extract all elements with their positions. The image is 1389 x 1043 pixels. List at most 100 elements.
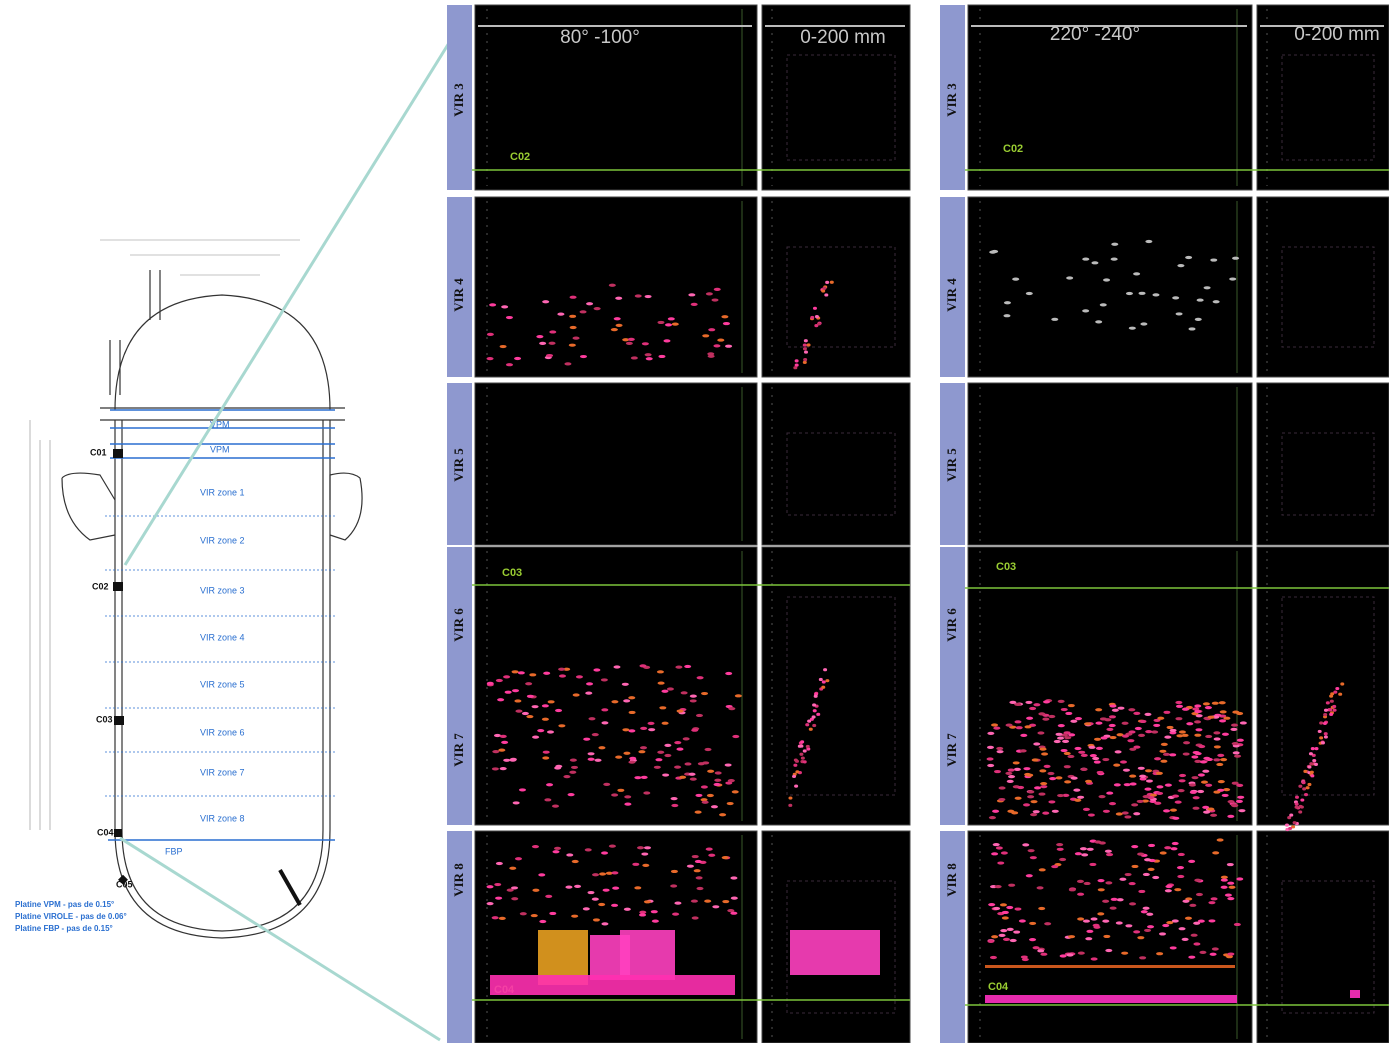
echo-dot <box>798 745 802 748</box>
echo-dot <box>987 746 994 749</box>
echo-dot <box>558 668 565 671</box>
echo-dot <box>1047 772 1054 775</box>
echo-dot <box>655 758 662 761</box>
echo-dot <box>635 294 642 297</box>
echo-dot <box>1116 921 1123 924</box>
echo-dot <box>714 288 721 291</box>
echo-dot <box>1145 730 1152 733</box>
echo-dot <box>1021 955 1028 958</box>
echo-dot <box>1176 705 1183 708</box>
echo-dot <box>1000 903 1007 906</box>
echo-dot <box>989 251 996 254</box>
echo-dot <box>511 886 518 889</box>
echo-dot <box>1159 932 1166 935</box>
echo-dot <box>1177 875 1184 878</box>
echo-dot <box>1103 935 1110 938</box>
echo-dot <box>1210 953 1217 956</box>
zone-label: VIR zone 4 <box>200 632 245 642</box>
echo-dot <box>668 317 675 320</box>
echo-dot <box>549 912 556 915</box>
echo-dot <box>1000 929 1007 932</box>
echo-dot <box>1040 953 1047 956</box>
echo-dot <box>674 741 681 744</box>
echo-dot <box>1083 919 1090 922</box>
row-label: VIR 6 <box>944 608 959 642</box>
echo-dot <box>1106 853 1113 856</box>
echo-dot <box>1039 868 1046 871</box>
echo-dot <box>712 905 719 908</box>
echo-dot <box>500 767 507 770</box>
row-label: VIR 4 <box>451 278 466 312</box>
echo-dot <box>1124 783 1131 786</box>
echo-dot <box>1205 784 1212 787</box>
echo-dot <box>1105 949 1112 952</box>
echo-dot <box>569 771 576 774</box>
echo-dot <box>804 350 808 353</box>
echo-dot <box>1295 796 1299 799</box>
echo-dot <box>707 352 714 355</box>
echo-dot <box>793 764 797 767</box>
echo-dot <box>1049 777 1056 780</box>
echo-dot <box>713 344 720 347</box>
echo-dot <box>817 322 821 325</box>
echo-dot <box>800 740 804 743</box>
echo-dot <box>1039 769 1046 772</box>
echo-dot <box>1289 813 1293 816</box>
echo-dot <box>1144 929 1151 932</box>
echo-dot <box>529 673 536 676</box>
echo-dot <box>552 805 559 808</box>
echo-dot <box>1033 810 1040 813</box>
echo-dot <box>1077 917 1084 920</box>
echo-dot <box>714 783 721 786</box>
echo-dot <box>1042 812 1049 815</box>
echo-dot <box>1324 735 1328 738</box>
echo-dot <box>1088 813 1095 816</box>
echo-dot <box>1210 258 1217 261</box>
echo-dot <box>1160 760 1167 763</box>
echo-dot <box>730 876 737 879</box>
echo-dot <box>539 920 546 923</box>
echo-dot <box>1075 717 1082 720</box>
echo-dot <box>536 335 543 338</box>
echo-dot <box>696 887 703 890</box>
echo-dot <box>1084 722 1091 725</box>
echo-dot <box>1234 755 1241 758</box>
echo-dot <box>1306 786 1310 789</box>
echo-dot <box>1227 882 1234 885</box>
echo-dot <box>1151 730 1158 733</box>
echo-dot <box>1319 721 1323 724</box>
echo-dot <box>1120 760 1127 763</box>
echo-dot <box>1198 745 1205 748</box>
echo-dot <box>674 902 681 905</box>
echo-dot <box>674 766 681 769</box>
echo-dot <box>1298 785 1302 788</box>
scan-side <box>762 547 910 825</box>
echo-dot <box>1183 752 1190 755</box>
echo-dot <box>672 913 679 916</box>
echo-dot <box>1333 709 1337 712</box>
echo-dot <box>1169 753 1176 756</box>
echo-dot <box>1205 735 1212 738</box>
echo-dot <box>1144 858 1151 861</box>
echo-dot <box>1185 256 1192 259</box>
echo-dot <box>601 678 608 681</box>
echo-dot <box>642 342 649 345</box>
echo-dot <box>583 738 590 741</box>
echo-dot <box>803 361 807 364</box>
echo-dot <box>532 889 539 892</box>
echo-dot <box>1211 897 1218 900</box>
echo-dot <box>1194 879 1201 882</box>
echo-dot <box>731 897 738 900</box>
echo-dot <box>1197 298 1204 301</box>
echo-dot <box>1083 808 1090 811</box>
echo-dot <box>1003 314 1010 317</box>
echo-dot <box>1156 792 1163 795</box>
echo-dot <box>1217 838 1224 841</box>
echo-dot <box>1208 919 1215 922</box>
echo-dot <box>788 804 792 807</box>
echo-dot <box>1214 745 1221 748</box>
echo-dot <box>1172 296 1179 299</box>
echo-dot <box>624 908 631 911</box>
echo-dot <box>1178 853 1185 856</box>
echo-dot <box>500 345 507 348</box>
